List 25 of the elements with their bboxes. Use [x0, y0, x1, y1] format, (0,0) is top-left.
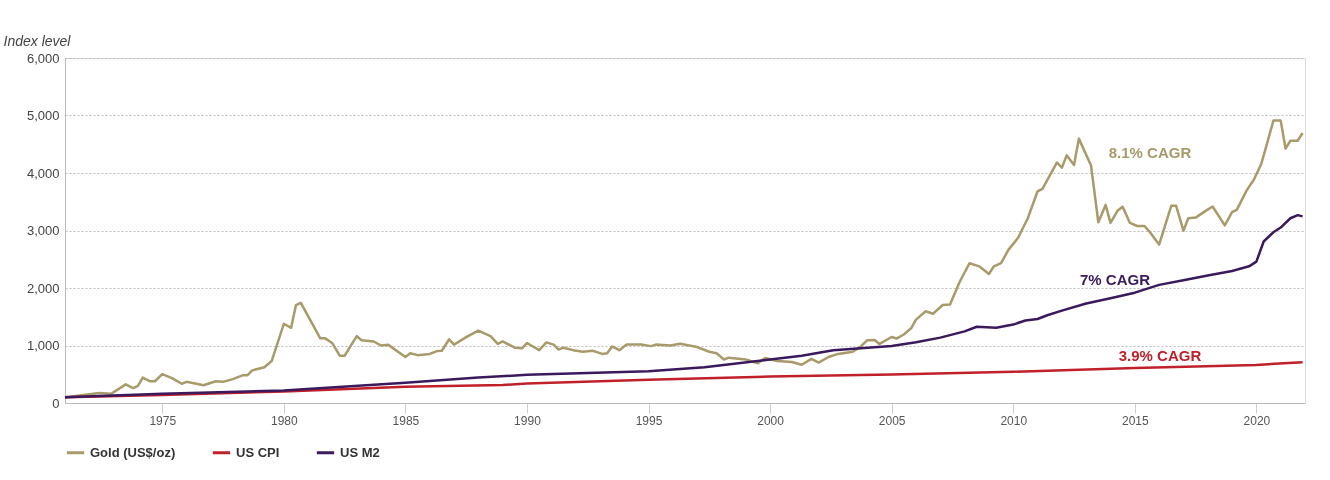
x-tick-label: 1975: [149, 413, 177, 428]
x-tick-label: 1985: [392, 413, 420, 428]
y-tick-label: 6,000: [26, 50, 60, 66]
y-tick-label: 4,000: [26, 165, 60, 181]
y-tick-label: 3,000: [26, 223, 60, 238]
y-tick-label: 5,000: [26, 108, 60, 123]
x-tick-label: 1995: [635, 413, 663, 428]
x-tick-label: 1980: [270, 413, 298, 428]
y-tick-label: 1,000: [26, 338, 60, 353]
line-series: [63, 213, 1304, 399]
annotation: 7% CAGR: [1079, 271, 1151, 288]
legend-label: Gold (US$/oz): [90, 444, 176, 460]
legend-label: US M2: [340, 444, 380, 460]
y-tick-label: 0: [52, 395, 60, 411]
x-tick-label: 2000: [757, 413, 785, 428]
x-tick-label: 2020: [1243, 413, 1271, 428]
y-axis-title: Index level: [3, 32, 72, 49]
legend-label: US CPI: [236, 444, 280, 460]
annotation: 8.1% CAGR: [1108, 144, 1192, 161]
x-tick-label: 2015: [1121, 413, 1149, 428]
annotation: 3.9% CAGR: [1118, 347, 1202, 364]
x-tick-label: 2010: [1000, 413, 1028, 428]
y-tick-label: 2,000: [26, 280, 60, 296]
x-tick-label: 2005: [878, 413, 906, 428]
x-tick-label: 1990: [514, 413, 542, 428]
